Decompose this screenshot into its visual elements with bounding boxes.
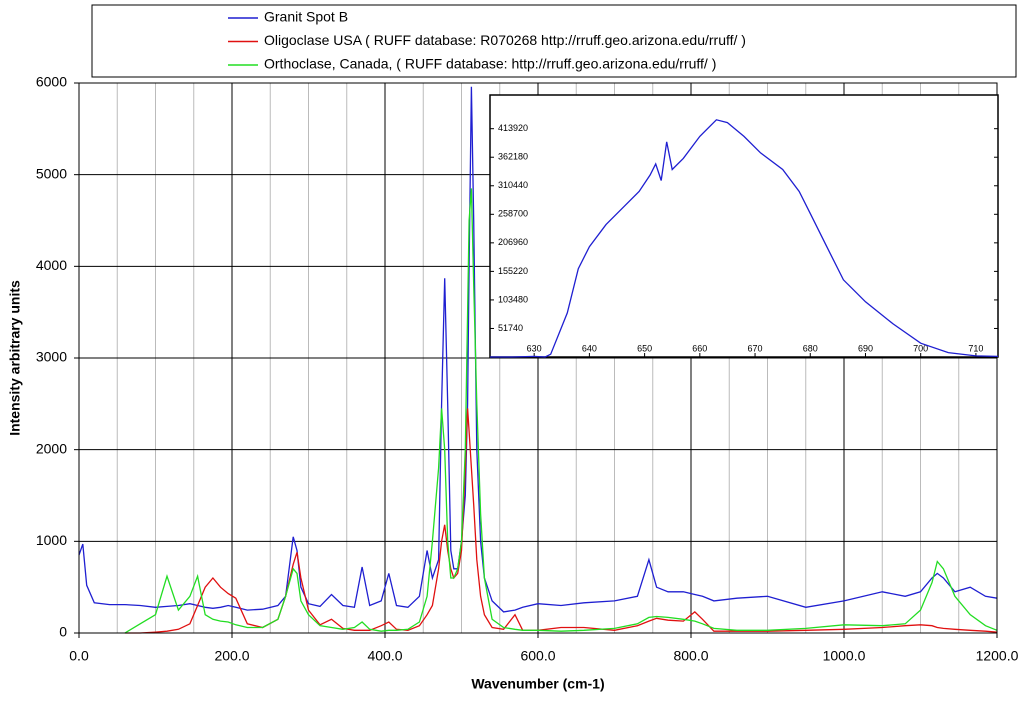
- y-tick-label: 51740: [498, 323, 523, 333]
- y-axis-title: Intensity arbitrary units: [7, 280, 23, 436]
- y-tick-label: 2000: [36, 440, 67, 456]
- x-tick-label: 400.0: [367, 648, 402, 664]
- x-tick-label: 690: [858, 343, 873, 353]
- y-tick-label: 206960: [498, 237, 528, 247]
- y-tick-label: 4000: [36, 257, 67, 273]
- x-tick-label: 660: [692, 343, 707, 353]
- y-tick-label: 413920: [498, 123, 528, 133]
- series-line: [490, 119, 999, 358]
- x-tick-label: 640: [582, 343, 597, 353]
- y-tick-label: 155220: [498, 266, 528, 276]
- x-tick-label: 630: [527, 343, 542, 353]
- y-tick-label: 103480: [498, 294, 528, 304]
- x-tick-label: 800.0: [673, 648, 708, 664]
- y-tick-label: 1000: [36, 532, 67, 548]
- legend-label: Granit Spot B: [264, 9, 348, 25]
- plot-frame: [78, 82, 998, 634]
- x-tick-label: 1200.0: [976, 648, 1019, 664]
- x-tick-label: 670: [748, 343, 763, 353]
- x-tick-label: 680: [803, 343, 818, 353]
- y-tick-label: 6000: [36, 74, 67, 90]
- x-tick-label: 710: [968, 343, 983, 353]
- x-axis-title: Wavenumber (cm-1): [471, 676, 604, 692]
- y-tick-label: 310440: [498, 180, 528, 190]
- series-line: [78, 86, 998, 613]
- x-tick-label: 0.0: [69, 648, 89, 664]
- legend-label: Oligoclase USA ( RUFF database: R070268 …: [264, 32, 746, 48]
- y-tick-label: 3000: [36, 349, 67, 365]
- x-tick-label: 1000.0: [823, 648, 866, 664]
- series-line: [124, 188, 998, 634]
- y-tick-label: 258700: [498, 209, 528, 219]
- y-tick-label: 5000: [36, 165, 67, 181]
- y-tick-label: 362180: [498, 152, 528, 162]
- y-tick-label: 0: [59, 624, 67, 640]
- x-tick-label: 650: [637, 343, 652, 353]
- x-tick-label: 700: [913, 343, 928, 353]
- inset-area: [489, 94, 999, 358]
- legend-label: Orthoclase, Canada, ( RUFF database: htt…: [264, 56, 716, 72]
- x-tick-label: 200.0: [214, 648, 249, 664]
- x-tick-label: 600.0: [520, 648, 555, 664]
